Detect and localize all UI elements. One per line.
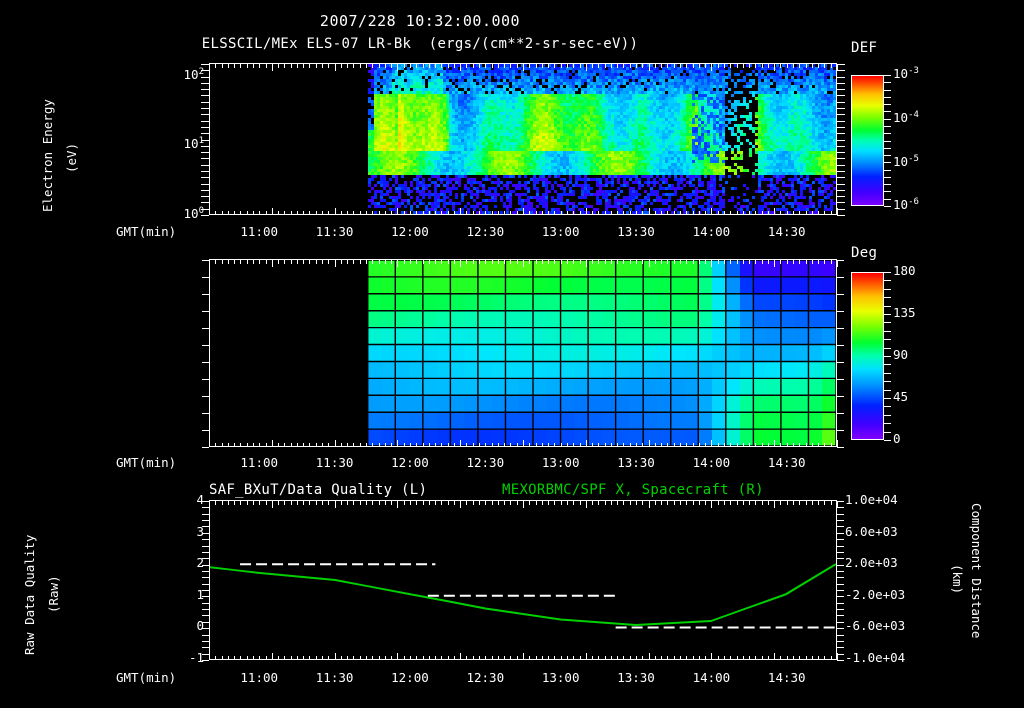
def-colorbar-label-3: 10-6 (893, 197, 919, 213)
bottom-ytick-left-0: 0 (196, 618, 204, 633)
deg-colorbar-label-4: 0 (893, 431, 901, 446)
xtick-label-1430: 14:30 (767, 670, 806, 685)
bottom-ytick-right-3: -2.0e+03 (845, 587, 906, 602)
pitch-angle-plot-area[interactable] (209, 259, 837, 447)
bottom-ytick-right-2: 2.0e+03 (845, 555, 898, 570)
deg-colorbar-label-3: 45 (893, 389, 909, 404)
bottom-ylabel-right-line2: (km) (950, 564, 965, 595)
bottom-ytick-left-4: 4 (196, 492, 204, 507)
deg-colorbar[interactable] (851, 272, 884, 440)
xtick-label-1100: 11:00 (240, 224, 279, 239)
def-colorbar-label-2: 10-5 (893, 154, 919, 170)
xtick-label-1100: 11:00 (240, 670, 279, 685)
bottom-ytick-left-3: 3 (196, 524, 204, 539)
xtick-label-1130: 11:30 (315, 224, 354, 239)
pitch-angle-canvas (210, 260, 836, 446)
spectrogram-xlabel: GMT(min) (116, 224, 177, 239)
bottom-ylabel-left-line1: Raw Data Quality (22, 534, 37, 655)
bottom-ylabel-right-line1: Component Distance (969, 503, 984, 639)
bottom-ytick-left-1: 1 (196, 587, 204, 602)
bottom-ylabel-left-line2: (Raw) (46, 575, 61, 613)
bottom-ytick-left--1: -1 (188, 650, 204, 665)
bottom-ytick-left-2: 2 (196, 555, 204, 570)
bottom-ytick-right-4: -6.0e+03 (845, 618, 906, 633)
xtick-label-1200: 12:00 (391, 224, 429, 239)
bottom-ytick-right-5: -1.0e+04 (845, 650, 906, 665)
bottom-ytick-right-0: 1.0e+04 (845, 492, 898, 507)
xtick-label-1300: 13:00 (541, 670, 580, 685)
spectrogram-ylabel-line1: Electron Energy (40, 99, 55, 212)
spectrogram-plot-area[interactable] (209, 63, 837, 215)
xtick-label-1330: 13:30 (617, 670, 655, 685)
bottom-plot-area[interactable] (209, 500, 837, 660)
xtick-label-1330: 13:30 (617, 224, 655, 239)
xtick-label-1230: 12:30 (466, 224, 505, 239)
xtick-label-1400: 14:00 (692, 455, 731, 470)
bottom-panel-title-left: SAF_BXuT/Data Quality (L) (209, 482, 428, 498)
pitch-angle-xlabel: GMT(min) (116, 455, 177, 470)
xtick-label-1230: 12:30 (466, 670, 505, 685)
xtick-label-1300: 13:00 (541, 224, 580, 239)
deg-colorbar-title: Deg (851, 245, 878, 261)
xtick-label-1300: 13:00 (541, 455, 580, 470)
deg-colorbar-label-0: 180 (893, 263, 916, 278)
def-colorbar-label-1: 10-4 (893, 110, 919, 126)
bottom-panel-title-right: MEXORBMC/SPF X, Spacecraft (R) (502, 482, 764, 498)
xtick-label-1130: 11:30 (315, 455, 354, 470)
xtick-label-1400: 14:00 (692, 670, 731, 685)
spectrogram-canvas (210, 64, 836, 214)
def-colorbar-title: DEF (851, 40, 878, 56)
xtick-label-1230: 12:30 (466, 455, 505, 470)
def-colorbar[interactable] (851, 75, 884, 206)
xtick-label-1400: 14:00 (692, 224, 731, 239)
spectrogram-ytick-1: 101 (183, 136, 204, 152)
spectrogram-ytick-2: 100 (183, 206, 204, 222)
xtick-label-1200: 12:00 (391, 670, 429, 685)
xtick-label-1200: 12:00 (391, 455, 429, 470)
bottom-line-canvas (210, 501, 836, 659)
spectrogram-ytick-0: 102 (183, 67, 204, 83)
xtick-label-1430: 14:30 (767, 455, 806, 470)
deg-colorbar-label-1: 135 (893, 305, 916, 320)
xtick-label-1130: 11:30 (315, 670, 354, 685)
spectrogram-ylabel-line2: (eV) (64, 142, 79, 173)
xtick-label-1330: 13:30 (617, 455, 655, 470)
plot-subtitle: ELSSCIL/MEx ELS-07 LR-Bk (ergs/(cm**2-sr… (201, 36, 639, 52)
deg-colorbar-label-2: 90 (893, 347, 909, 362)
bottom-xlabel: GMT(min) (116, 670, 177, 685)
xtick-label-1430: 14:30 (767, 224, 806, 239)
xtick-label-1100: 11:00 (240, 455, 279, 470)
plot-datetime-title: 2007/228 10:32:00.000 (319, 12, 521, 30)
def-colorbar-label-0: 10-3 (893, 66, 919, 82)
bottom-ytick-right-1: 6.0e+03 (845, 524, 898, 539)
